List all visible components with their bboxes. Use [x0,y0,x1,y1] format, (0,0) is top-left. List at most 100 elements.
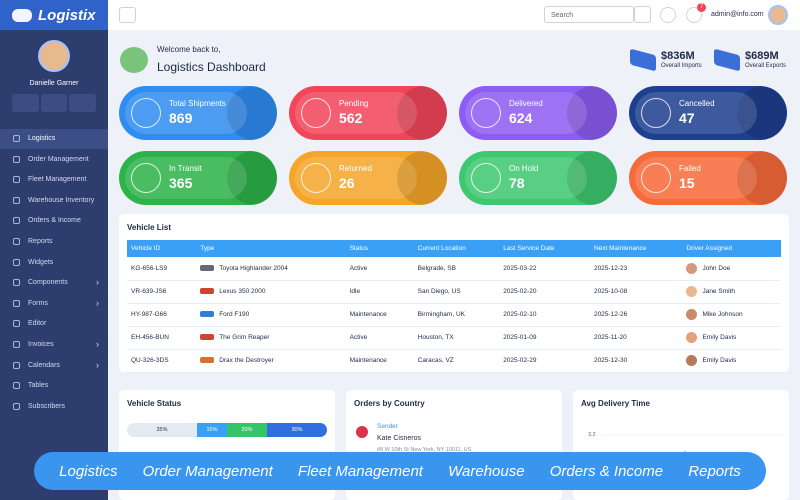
card-label: Pending [339,99,369,108]
table-cell: Houston, TX [413,326,500,350]
table-cell: Caracas, VZ [413,349,500,373]
menu-item[interactable]: Orders & Income [0,211,108,231]
vehicle-icon [200,265,215,272]
table-cell: Idle [345,280,414,304]
stat-card[interactable]: On Hold 78 [459,151,617,205]
cell-text: Jane Smith [702,288,735,296]
card-icon [301,98,331,128]
menu-item[interactable]: Widgets [0,253,108,273]
banner-item[interactable]: Warehouse [448,462,525,480]
stat-card[interactable]: Pending 562 [289,86,447,140]
menu-icon [13,320,20,328]
banner-item[interactable]: Order Management [142,462,273,480]
menu-item[interactable]: Forms › [0,294,108,314]
card-shade [567,86,617,140]
top-avatar[interactable] [768,5,788,25]
globe-icon [120,47,148,73]
stat-card[interactable]: Total Shipments 869 [119,86,277,140]
menu-label: Logistics [28,135,56,142]
table-cell: QU-326-3DS [127,349,197,373]
menu-item[interactable]: Warehouse Inventory [0,191,108,211]
banner-item[interactable]: Reports [688,462,741,480]
vehicle-icon [200,311,215,318]
table-cell: Lexus 350 2000 [196,280,346,304]
sender-name: Kate Cisneros [377,435,421,442]
vehicle-table: Vehicle ID Type Status Current Location Last… [127,240,781,373]
search-button[interactable] [634,6,651,23]
driver-avatar [686,309,698,320]
stat-card[interactable]: Cancelled 47 [629,86,787,140]
menu-item[interactable]: Invoices › [0,335,108,355]
menu-item[interactable]: Components › [0,273,108,293]
vehicle-icon [200,357,215,364]
driver-avatar [686,286,698,297]
menu-label: Tables [28,382,49,390]
card-label: Delivered [509,99,543,108]
search-box[interactable]: Search [544,6,634,23]
submenu-arrow: › [96,359,99,370]
menu-label: Warehouse Inventory [28,196,95,204]
sender-label: Sender [377,423,398,430]
driver-avatar [686,355,698,366]
cell-text: Caracas, VZ [417,357,454,364]
social-button[interactable] [40,94,68,112]
banner-item[interactable]: Logistics [59,462,118,480]
menu-icon [13,402,20,410]
table-cell: VR-639-JS6 [127,280,197,304]
menu-label: Orders & Income [28,217,81,225]
banner-item[interactable]: Orders & Income [549,462,664,480]
cell-text: 2025-01-09 [503,334,537,341]
menu-label: Calendars [28,361,60,369]
menu-label: Widgets [28,258,54,266]
menu-label: Reports [28,238,53,245]
menu-item[interactable]: Subscribers [0,397,108,417]
page-title: Logistics Dashboard [157,60,266,74]
card-shade [227,86,277,140]
table-cell: 2025-12-23 [589,257,683,281]
flag-icon [356,426,368,438]
card-value: 15 [679,175,695,191]
menu-item[interactable]: Fleet Management [0,170,108,190]
cell-text: Maintenance [349,311,387,318]
menu-label: Editor [28,320,47,328]
back-button[interactable] [119,7,136,23]
card-icon [471,98,501,128]
stat-card[interactable]: In Transit 365 [119,151,277,205]
social-button[interactable] [69,94,97,112]
stat-card[interactable]: Failed 15 [629,151,787,205]
card-value: 47 [679,110,695,126]
card-icon [471,163,501,193]
menu-label: Order Management [28,155,89,163]
menu-icon [13,176,20,184]
stat-card[interactable]: Delivered 624 [459,86,617,140]
menu-icon [13,196,20,204]
menu-item[interactable]: Tables [0,376,108,396]
card-label: Cancelled [679,99,715,108]
menu-item[interactable]: Editor [0,314,108,334]
social-button[interactable] [12,94,39,112]
card-shade [567,151,617,205]
cell-text: Houston, TX [417,334,454,341]
menu-item[interactable]: Calendars › [0,356,108,376]
notifications-button[interactable] [686,7,702,23]
menu-item[interactable]: Order Management [0,150,108,170]
stat-card[interactable]: Returned 26 [289,151,447,205]
column-header: Next Maintenance [589,240,683,257]
card-label: Returned [339,164,372,173]
card-label: On Hold [509,164,539,173]
apps-button[interactable] [660,7,676,23]
table-cell: The Grim Reaper [196,326,346,350]
card-icon [641,98,671,128]
menu-icon [13,341,20,348]
cell-text: KG-656-LS9 [131,264,168,272]
status-bar: 35% 15% 20% 30% [127,423,327,437]
banner-item[interactable]: Fleet Management [297,462,423,480]
table-cell: Mike Johnson [682,303,781,327]
table-cell: 2025-02-20 [499,280,590,304]
menu-item[interactable]: Logistics [0,129,108,149]
driver-avatar [686,262,698,274]
menu-item[interactable]: Reports [0,232,108,252]
card-shade [227,151,277,205]
cell-text: Belgrade, SB [417,264,456,272]
card-shade [397,151,447,205]
